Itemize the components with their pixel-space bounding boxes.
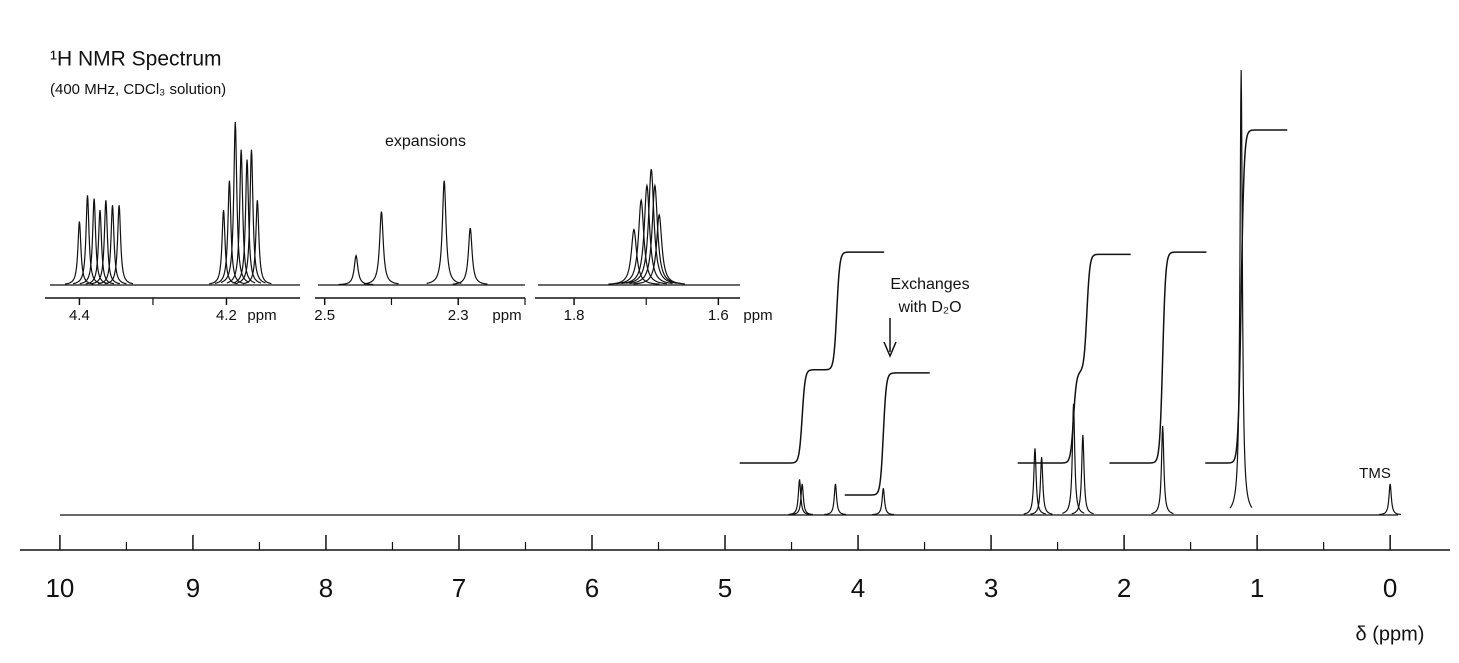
integral-curve: [1205, 129, 1288, 464]
peak: [97, 205, 127, 285]
integral-curve: [1109, 251, 1207, 464]
peak: [633, 213, 685, 285]
peak: [426, 180, 462, 284]
peak: [1030, 457, 1053, 515]
peak: [1062, 403, 1085, 514]
peak: [209, 209, 238, 285]
x-axis-label: ppm: [247, 307, 276, 324]
x-axis-label: ppm: [492, 307, 521, 324]
peak: [363, 211, 399, 285]
chart-subtitle: (400 MHz, CDCl₃ solution): [50, 81, 226, 98]
x-tick-label: 0: [1383, 573, 1397, 603]
x-tick-label: 2: [1117, 573, 1131, 603]
x-tick-label: 1.6: [708, 307, 729, 324]
peak: [1151, 425, 1174, 515]
peak: [104, 205, 134, 285]
peak: [788, 479, 811, 516]
annotation: with D₂O: [897, 299, 961, 316]
peak: [790, 483, 814, 516]
x-tick-label: 7: [452, 573, 466, 603]
annotation: TMS: [1359, 465, 1391, 482]
x-axis-label: δ (ppm): [1356, 623, 1425, 645]
x-tick-label: 4.4: [69, 307, 90, 324]
peak: [615, 198, 667, 285]
x-tick-label: 4.2: [216, 307, 237, 324]
peak: [1071, 434, 1094, 515]
x-tick-label: 4: [851, 573, 865, 603]
integral-curve: [844, 372, 930, 496]
peak: [214, 180, 244, 284]
peak: [91, 200, 120, 285]
x-axis-label: ppm: [743, 307, 772, 324]
peak: [1378, 483, 1401, 516]
x-tick-label: 2.5: [314, 307, 335, 324]
annotation: Exchanges: [890, 276, 969, 293]
peak: [232, 159, 262, 284]
peak: [629, 183, 681, 285]
peak: [1023, 448, 1046, 515]
peak: [621, 183, 673, 285]
integral-curve: [1017, 253, 1131, 464]
peak: [236, 149, 266, 284]
integral-curve: [739, 251, 885, 464]
x-tick-label: 2.3: [448, 307, 469, 324]
x-tick-label: 1: [1250, 573, 1264, 603]
x-tick-label: 6: [585, 573, 599, 603]
peak: [625, 169, 677, 284]
x-tick-label: 8: [319, 573, 333, 603]
annotation: expansions: [385, 133, 466, 150]
peak: [220, 121, 250, 284]
peak: [824, 483, 847, 516]
x-tick-label: 3: [984, 573, 998, 603]
peak: [242, 200, 272, 285]
x-tick-label: 9: [186, 573, 200, 603]
chart-title: ¹H NMR Spectrum: [50, 48, 222, 71]
peak: [452, 227, 488, 285]
x-tick-label: 10: [45, 573, 74, 603]
arrow-head: [883, 341, 897, 358]
peak: [872, 488, 895, 516]
peak: [1229, 69, 1253, 509]
x-tick-label: 5: [718, 573, 732, 603]
peak: [338, 254, 374, 286]
x-tick-label: 1.8: [564, 307, 585, 324]
